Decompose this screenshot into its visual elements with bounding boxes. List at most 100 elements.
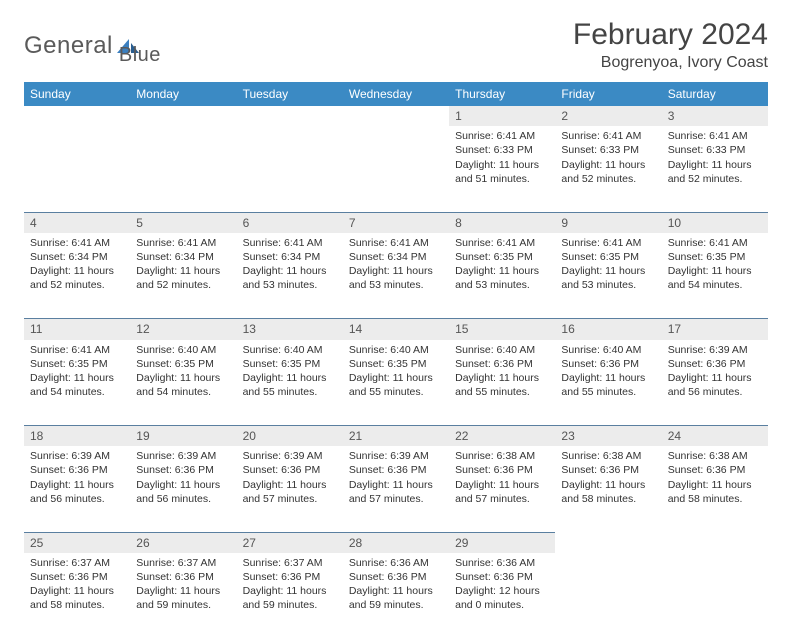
- day-number-cell: 1: [449, 106, 555, 126]
- day-info-line: Daylight: 11 hours: [243, 584, 337, 598]
- day-info-line: Sunrise: 6:38 AM: [455, 449, 549, 463]
- day-info-line: Daylight: 11 hours: [30, 371, 124, 385]
- day-info-line: Daylight: 11 hours: [30, 264, 124, 278]
- day-info-cell: Sunrise: 6:40 AMSunset: 6:35 PMDaylight:…: [343, 340, 449, 426]
- day-info-line: and 57 minutes.: [349, 492, 443, 506]
- day-info-line: and 54 minutes.: [136, 385, 230, 399]
- day-number-cell: 11: [24, 319, 130, 340]
- day-number-cell: 15: [449, 319, 555, 340]
- day-info-line: Sunset: 6:33 PM: [668, 143, 762, 157]
- day-info-line: and 55 minutes.: [561, 385, 655, 399]
- day-info-cell: Sunrise: 6:41 AMSunset: 6:34 PMDaylight:…: [237, 233, 343, 319]
- logo-text-blue: Blue: [119, 44, 161, 67]
- day-info-line: and 53 minutes.: [561, 278, 655, 292]
- day-number-cell: [237, 106, 343, 126]
- day-number-cell: [662, 532, 768, 553]
- day-info-line: Sunrise: 6:41 AM: [30, 343, 124, 357]
- day-info-cell: Sunrise: 6:41 AMSunset: 6:35 PMDaylight:…: [24, 340, 130, 426]
- day-number-cell: 22: [449, 426, 555, 447]
- day-info-line: and 59 minutes.: [136, 598, 230, 612]
- day-info-line: Sunset: 6:35 PM: [561, 250, 655, 264]
- day-number-cell: 28: [343, 532, 449, 553]
- day-number-cell: 21: [343, 426, 449, 447]
- day-info-line: and 52 minutes.: [30, 278, 124, 292]
- day-info-line: and 55 minutes.: [243, 385, 337, 399]
- day-info-line: Sunrise: 6:41 AM: [243, 236, 337, 250]
- day-number-cell: 7: [343, 212, 449, 233]
- day-info-line: and 56 minutes.: [668, 385, 762, 399]
- day-info-line: Sunrise: 6:41 AM: [668, 129, 762, 143]
- day-info-cell: Sunrise: 6:40 AMSunset: 6:35 PMDaylight:…: [130, 340, 236, 426]
- weekday-header: Tuesday: [237, 82, 343, 106]
- day-info-cell: [662, 553, 768, 639]
- day-info-cell: Sunrise: 6:36 AMSunset: 6:36 PMDaylight:…: [343, 553, 449, 639]
- title-block: February 2024 Bogrenyoa, Ivory Coast: [573, 18, 768, 72]
- day-number-cell: 26: [130, 532, 236, 553]
- day-info-line: Sunrise: 6:38 AM: [561, 449, 655, 463]
- day-info-line: Daylight: 11 hours: [668, 478, 762, 492]
- day-info-line: and 58 minutes.: [668, 492, 762, 506]
- day-info-line: Sunset: 6:36 PM: [30, 570, 124, 584]
- day-info-line: Sunset: 6:36 PM: [136, 570, 230, 584]
- day-info-line: and 51 minutes.: [455, 172, 549, 186]
- day-info-line: Sunrise: 6:40 AM: [349, 343, 443, 357]
- day-info-line: Daylight: 11 hours: [136, 478, 230, 492]
- day-info-line: Daylight: 11 hours: [349, 264, 443, 278]
- month-title: February 2024: [573, 18, 768, 52]
- day-info-line: Sunrise: 6:37 AM: [30, 556, 124, 570]
- day-info-line: Sunset: 6:36 PM: [561, 463, 655, 477]
- day-info-cell: Sunrise: 6:41 AMSunset: 6:33 PMDaylight:…: [449, 126, 555, 212]
- day-info-line: Sunrise: 6:39 AM: [668, 343, 762, 357]
- day-info-line: Sunrise: 6:36 AM: [455, 556, 549, 570]
- day-number-cell: 29: [449, 532, 555, 553]
- day-info-line: Sunset: 6:33 PM: [561, 143, 655, 157]
- day-number-cell: 20: [237, 426, 343, 447]
- day-info-line: Sunset: 6:35 PM: [349, 357, 443, 371]
- day-info-cell: Sunrise: 6:37 AMSunset: 6:36 PMDaylight:…: [237, 553, 343, 639]
- day-info-line: Sunrise: 6:41 AM: [668, 236, 762, 250]
- day-info-cell: [237, 126, 343, 212]
- day-info-cell: [555, 553, 661, 639]
- day-info-cell: Sunrise: 6:41 AMSunset: 6:34 PMDaylight:…: [24, 233, 130, 319]
- day-info-line: Sunrise: 6:41 AM: [561, 236, 655, 250]
- day-info-line: and 59 minutes.: [243, 598, 337, 612]
- day-info-line: Daylight: 11 hours: [243, 264, 337, 278]
- calendar-table: Sunday Monday Tuesday Wednesday Thursday…: [24, 82, 768, 639]
- day-info-line: and 55 minutes.: [455, 385, 549, 399]
- day-number-row: 18192021222324: [24, 426, 768, 447]
- day-info-cell: Sunrise: 6:38 AMSunset: 6:36 PMDaylight:…: [662, 446, 768, 532]
- day-info-line: Daylight: 11 hours: [668, 371, 762, 385]
- day-info-cell: Sunrise: 6:40 AMSunset: 6:36 PMDaylight:…: [555, 340, 661, 426]
- day-info-line: and 56 minutes.: [136, 492, 230, 506]
- day-info-cell: Sunrise: 6:41 AMSunset: 6:34 PMDaylight:…: [343, 233, 449, 319]
- day-info-row: Sunrise: 6:41 AMSunset: 6:34 PMDaylight:…: [24, 233, 768, 319]
- day-info-cell: Sunrise: 6:38 AMSunset: 6:36 PMDaylight:…: [555, 446, 661, 532]
- day-info-line: Sunrise: 6:41 AM: [30, 236, 124, 250]
- day-info-line: and 56 minutes.: [30, 492, 124, 506]
- day-number-cell: 10: [662, 212, 768, 233]
- day-info-line: Daylight: 11 hours: [455, 264, 549, 278]
- day-number-cell: 6: [237, 212, 343, 233]
- day-info-line: Daylight: 11 hours: [349, 478, 443, 492]
- day-number-cell: 4: [24, 212, 130, 233]
- logo: General Blue: [24, 24, 161, 67]
- day-info-line: and 0 minutes.: [455, 598, 549, 612]
- day-info-cell: Sunrise: 6:37 AMSunset: 6:36 PMDaylight:…: [24, 553, 130, 639]
- day-info-line: Daylight: 11 hours: [455, 371, 549, 385]
- day-number-cell: 9: [555, 212, 661, 233]
- weekday-header: Wednesday: [343, 82, 449, 106]
- day-info-line: Sunrise: 6:40 AM: [136, 343, 230, 357]
- day-info-line: Sunset: 6:36 PM: [243, 570, 337, 584]
- day-info-line: and 53 minutes.: [455, 278, 549, 292]
- logo-text-general: General: [24, 32, 113, 60]
- day-info-cell: [343, 126, 449, 212]
- day-info-line: Daylight: 12 hours: [455, 584, 549, 598]
- day-info-row: Sunrise: 6:39 AMSunset: 6:36 PMDaylight:…: [24, 446, 768, 532]
- day-number-cell: 13: [237, 319, 343, 340]
- day-info-cell: Sunrise: 6:40 AMSunset: 6:36 PMDaylight:…: [449, 340, 555, 426]
- weekday-header: Thursday: [449, 82, 555, 106]
- day-info-line: Sunrise: 6:38 AM: [668, 449, 762, 463]
- day-info-line: Daylight: 11 hours: [349, 371, 443, 385]
- day-info-line: Daylight: 11 hours: [455, 478, 549, 492]
- day-info-line: Daylight: 11 hours: [30, 478, 124, 492]
